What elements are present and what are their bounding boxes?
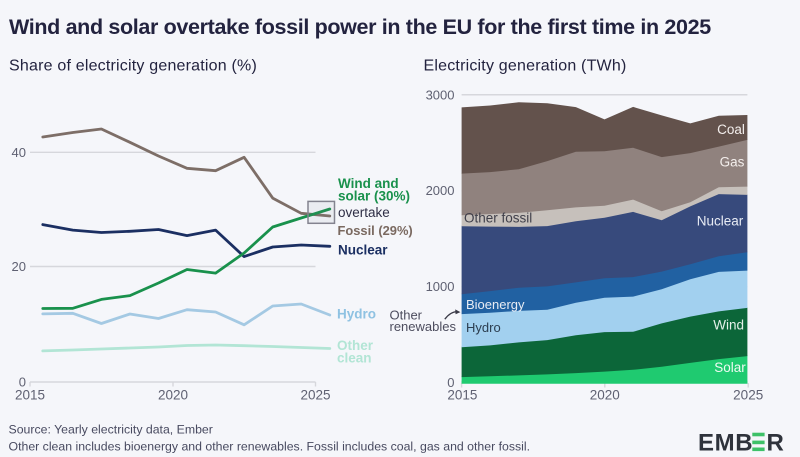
svg-text:Share of electricity generatio: Share of electricity generation (%) <box>9 58 257 75</box>
svg-text:1000: 1000 <box>426 279 455 294</box>
svg-text:Wind: Wind <box>713 318 744 333</box>
svg-text:R: R <box>767 430 784 457</box>
svg-text:Solar: Solar <box>714 360 746 375</box>
svg-text:2015: 2015 <box>15 388 45 403</box>
svg-text:2020: 2020 <box>590 388 620 403</box>
svg-text:40: 40 <box>12 145 26 160</box>
svg-text:Gas: Gas <box>720 155 745 170</box>
svg-text:clean: clean <box>337 351 372 366</box>
svg-text:Nuclear: Nuclear <box>697 214 744 229</box>
svg-text:EMB: EMB <box>698 430 753 457</box>
svg-text:Other: Other <box>337 338 374 353</box>
svg-text:0: 0 <box>19 375 26 390</box>
svg-text:0: 0 <box>447 375 454 390</box>
svg-text:Wind and solar overtake fossil: Wind and solar overtake fossil power in … <box>9 15 711 39</box>
svg-text:Hydro: Hydro <box>337 306 376 321</box>
svg-text:20: 20 <box>12 259 26 274</box>
svg-text:Other fossil: Other fossil <box>464 211 532 226</box>
svg-text:Bioenergy: Bioenergy <box>466 297 525 312</box>
svg-text:Wind and: Wind and <box>338 176 399 191</box>
svg-text:2025: 2025 <box>733 388 763 403</box>
svg-text:Nuclear: Nuclear <box>338 243 388 258</box>
svg-text:Coal: Coal <box>717 122 745 137</box>
svg-text:3000: 3000 <box>426 87 455 102</box>
svg-text:2025: 2025 <box>300 388 330 403</box>
svg-text:2020: 2020 <box>158 388 188 403</box>
svg-text:Other clean includes bioenergy: Other clean includes bioenergy and other… <box>9 440 531 454</box>
svg-text:Fossil (29%): Fossil (29%) <box>338 223 413 238</box>
svg-text:overtake: overtake <box>338 205 390 220</box>
svg-text:Electricity generation (TWh): Electricity generation (TWh) <box>424 58 627 75</box>
svg-text:Other: Other <box>390 307 423 322</box>
svg-text:2000: 2000 <box>426 183 455 198</box>
svg-text:2015: 2015 <box>447 388 477 403</box>
svg-text:Hydro: Hydro <box>466 320 501 335</box>
svg-text:solar (30%): solar (30%) <box>338 189 410 204</box>
svg-text:renewables: renewables <box>390 319 457 334</box>
svg-text:Source: Yearly electricity dat: Source: Yearly electricity data, Ember <box>9 423 213 437</box>
